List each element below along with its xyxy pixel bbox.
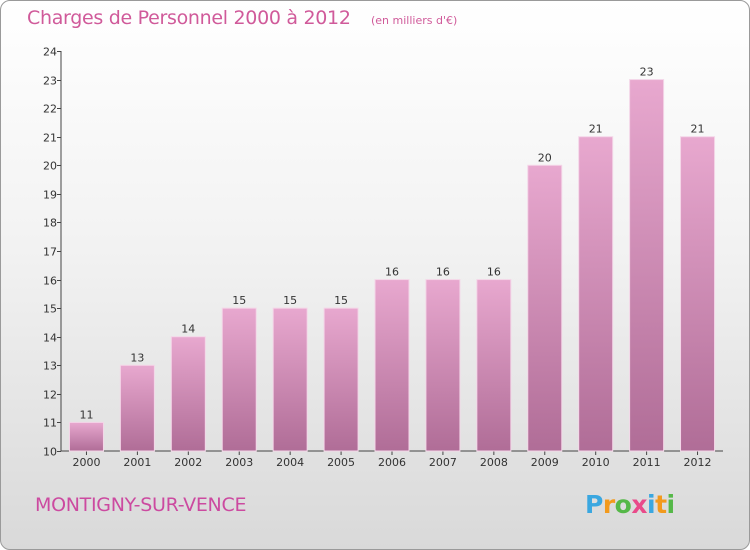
x-tick-label: 2008 <box>480 456 508 469</box>
proxiti-logo: Proxiti <box>585 490 675 519</box>
y-tick-label: 18 <box>43 217 57 230</box>
logo-letter: x <box>631 490 647 519</box>
bar <box>170 336 206 452</box>
y-tick-label: 11 <box>43 417 57 430</box>
data-label: 15 <box>334 294 348 307</box>
logo-letter: r <box>602 490 615 519</box>
bar <box>323 307 359 452</box>
chart-bars <box>68 79 716 452</box>
y-tick-label: 21 <box>43 132 57 145</box>
place-name: MONTIGNY-SUR-VENCE <box>35 494 247 516</box>
y-tick-label: 15 <box>43 303 57 316</box>
y-tick-label: 12 <box>43 389 57 402</box>
x-tick-label: 2001 <box>123 456 151 469</box>
x-tick-label: 2000 <box>72 456 100 469</box>
logo-letter: o <box>614 490 632 519</box>
bar <box>374 279 410 452</box>
data-label: 20 <box>538 151 552 164</box>
data-label: 21 <box>589 123 603 136</box>
y-tick-label: 22 <box>43 103 57 116</box>
data-label: 15 <box>232 294 246 307</box>
data-label: 14 <box>181 323 195 336</box>
x-tick-label: 2002 <box>174 456 202 469</box>
data-label: 13 <box>130 351 144 364</box>
x-tick-label: 2007 <box>429 456 457 469</box>
x-tick-label: 2003 <box>225 456 253 469</box>
x-tick-label: 2009 <box>531 456 559 469</box>
bar <box>629 79 665 452</box>
y-tick-label: 20 <box>43 160 57 173</box>
x-tick-label: 2006 <box>378 456 406 469</box>
y-tick-label: 14 <box>43 332 57 345</box>
bar <box>221 307 257 452</box>
bar <box>119 364 155 452</box>
y-tick-label: 10 <box>43 446 57 459</box>
chart-title: Charges de Personnel 2000 à 2012 <box>27 7 351 29</box>
bar <box>272 307 308 452</box>
data-label: 16 <box>385 266 399 279</box>
logo-letter: P <box>585 490 603 519</box>
x-tick-label: 2005 <box>327 456 355 469</box>
y-tick-label: 19 <box>43 189 57 202</box>
y-tick-label: 24 <box>43 46 57 59</box>
data-label: 16 <box>487 266 501 279</box>
data-label: 16 <box>436 266 450 279</box>
bar <box>527 164 563 452</box>
logo-letter: t <box>655 490 667 519</box>
y-tick-label: 23 <box>43 75 57 88</box>
y-tick-label: 13 <box>43 360 57 373</box>
data-label: 15 <box>283 294 297 307</box>
bar <box>476 279 512 452</box>
x-tick-label: 2011 <box>633 456 661 469</box>
chart-subtitle: (en milliers d'€) <box>371 14 458 27</box>
x-tick-label: 2012 <box>684 456 712 469</box>
y-tick-label: 16 <box>43 275 57 288</box>
x-tick-label: 2010 <box>582 456 610 469</box>
data-label: 21 <box>691 123 705 136</box>
logo-letter: i <box>647 490 656 519</box>
bar <box>680 136 716 452</box>
bar <box>578 136 614 452</box>
data-label: 11 <box>79 408 93 421</box>
y-tick-label: 17 <box>43 246 57 259</box>
bar <box>68 421 104 452</box>
bar <box>425 279 461 452</box>
chart-labels: 2000 11 2001 13 2002 14 2003 15 2004 15 2005 15 2006… <box>72 66 711 469</box>
x-tick-label: 2004 <box>276 456 304 469</box>
data-label: 23 <box>640 66 654 79</box>
logo-letter: i <box>666 490 676 519</box>
